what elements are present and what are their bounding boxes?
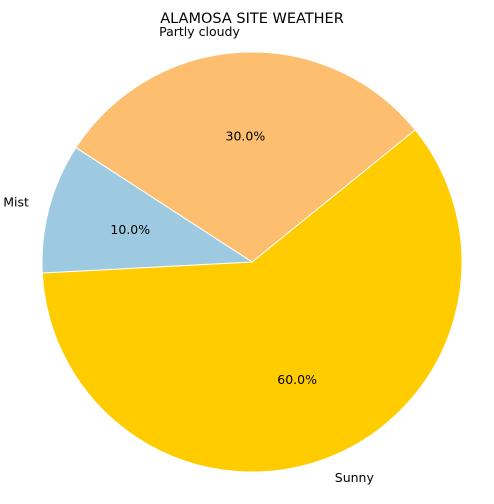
chart-title: ALAMOSA SITE WEATHER bbox=[160, 11, 344, 27]
slice-label: Sunny bbox=[335, 470, 375, 485]
slice-label: Partly cloudy bbox=[159, 24, 240, 39]
slice-percent-label: 30.0% bbox=[226, 129, 266, 144]
pie-labels: Sunny 60.0% Partly cloudy 30.0% Mist 10.0% bbox=[3, 24, 374, 485]
slice-percent-label: 10.0% bbox=[110, 222, 150, 237]
pie-slice-mist bbox=[41, 146, 254, 274]
pie-slices bbox=[41, 51, 463, 473]
slice-percent-label: 60.0% bbox=[277, 372, 317, 387]
pie-slice-partly-cloudy bbox=[75, 51, 416, 263]
pie-slice-sunny bbox=[41, 129, 463, 473]
slice-label: Mist bbox=[3, 195, 29, 210]
